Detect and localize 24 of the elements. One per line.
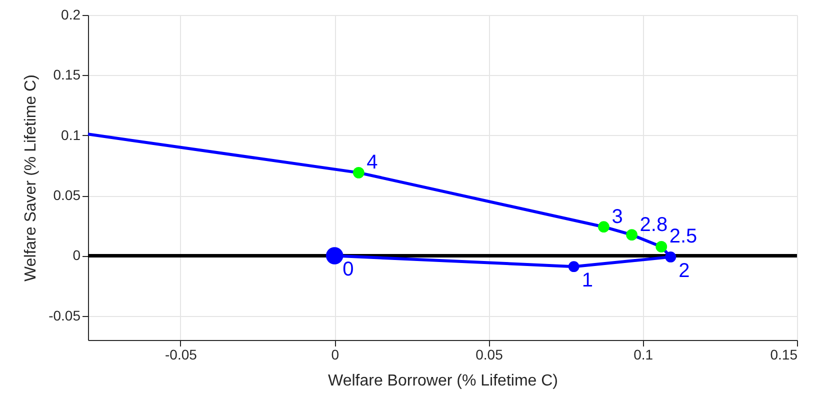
x-tick-label: -0.05 (165, 346, 198, 362)
y-tick-label: 0.2 (61, 6, 81, 22)
annotation: 2.8 (640, 214, 668, 236)
annotation: 4 (366, 152, 378, 174)
annotation: 0 (342, 258, 354, 281)
annotation: 1 (582, 270, 593, 292)
y-axis-title: Welfare Saver (% Lifetime C) (22, 74, 40, 282)
y-tick-label: 0 (72, 247, 81, 264)
point (626, 229, 638, 240)
x-tick-label: 0.1 (634, 346, 654, 362)
annotation: 2 (678, 260, 690, 282)
x-axis-title: Welfare Borrower (% Lifetime C) (328, 372, 558, 390)
x-tick-label: 0.05 (476, 346, 504, 362)
y-tick-label: -0.05 (48, 307, 81, 324)
x-tick-label: 0 (331, 346, 340, 362)
y-tick-label: 0.1 (61, 126, 81, 143)
annotation: 2.5 (669, 226, 698, 248)
annotation: 3 (612, 206, 623, 228)
y-tick-label: 0.05 (53, 187, 81, 204)
point (656, 241, 668, 252)
y-tick-label: 0.15 (53, 66, 81, 83)
x-tick-label: 0.15 (770, 346, 798, 362)
point (352, 166, 364, 178)
point (598, 221, 610, 233)
